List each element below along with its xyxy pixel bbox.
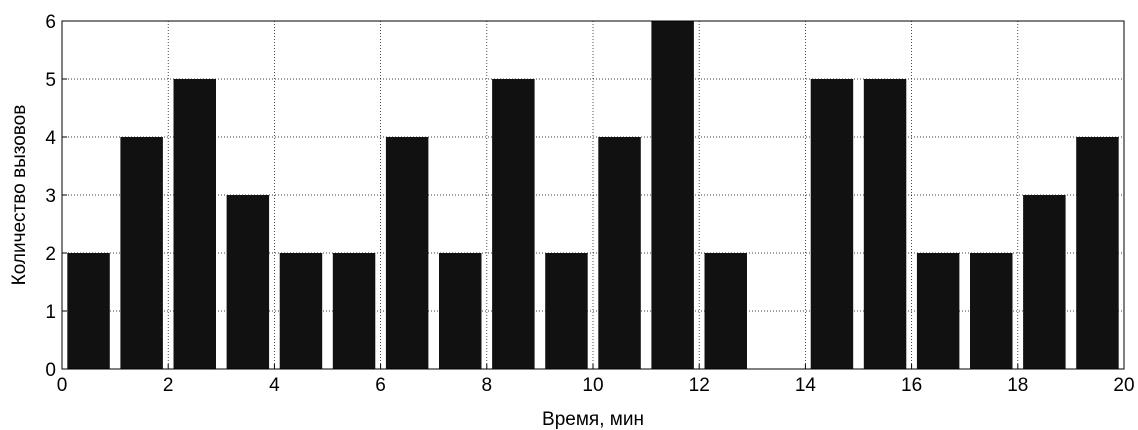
x-tick-label: 12	[689, 375, 710, 396]
y-tick-label: 4	[45, 128, 56, 149]
y-tick-label: 2	[45, 244, 56, 265]
bar	[120, 137, 163, 369]
x-tick-label: 8	[482, 375, 493, 396]
y-tick-label: 3	[45, 186, 56, 207]
bar	[1076, 137, 1119, 369]
bar	[279, 253, 323, 369]
bar	[67, 253, 110, 369]
x-tick-label: 6	[375, 375, 386, 396]
bar	[970, 253, 1013, 369]
y-tick-label: 1	[45, 302, 56, 323]
x-tick-label: 2	[163, 375, 174, 396]
bar	[492, 79, 535, 369]
x-tick-label: 16	[901, 375, 922, 396]
bar	[173, 79, 216, 369]
y-tick-label: 5	[45, 70, 56, 91]
y-tick-label: 0	[45, 360, 56, 381]
x-axis-label: Время, мин	[542, 409, 644, 430]
bar	[439, 253, 482, 369]
y-tick-label: 6	[45, 12, 56, 33]
bar	[863, 79, 907, 369]
bar	[810, 79, 854, 369]
bar	[1023, 195, 1066, 369]
bar	[704, 253, 747, 369]
bar	[545, 253, 588, 369]
bar	[332, 253, 376, 369]
x-tick-label: 0	[57, 375, 68, 396]
bar	[651, 21, 694, 369]
y-axis-label: Количество вызовов	[9, 105, 30, 286]
bars	[67, 21, 1119, 369]
x-tick-label: 18	[1007, 375, 1028, 396]
x-tick-label: 10	[582, 375, 603, 396]
x-tick-label: 14	[795, 375, 817, 396]
x-tick-labels: 0 2 4 6 8 10 12 14 16 18 20	[57, 364, 1135, 396]
bar	[385, 137, 429, 369]
bar	[598, 137, 641, 369]
x-tick-label: 4	[269, 375, 280, 396]
bar	[226, 195, 270, 369]
y-tick-labels: 0 1 2 3 4 5 6	[45, 12, 67, 381]
bar	[916, 253, 960, 369]
x-tick-label: 20	[1113, 375, 1134, 396]
